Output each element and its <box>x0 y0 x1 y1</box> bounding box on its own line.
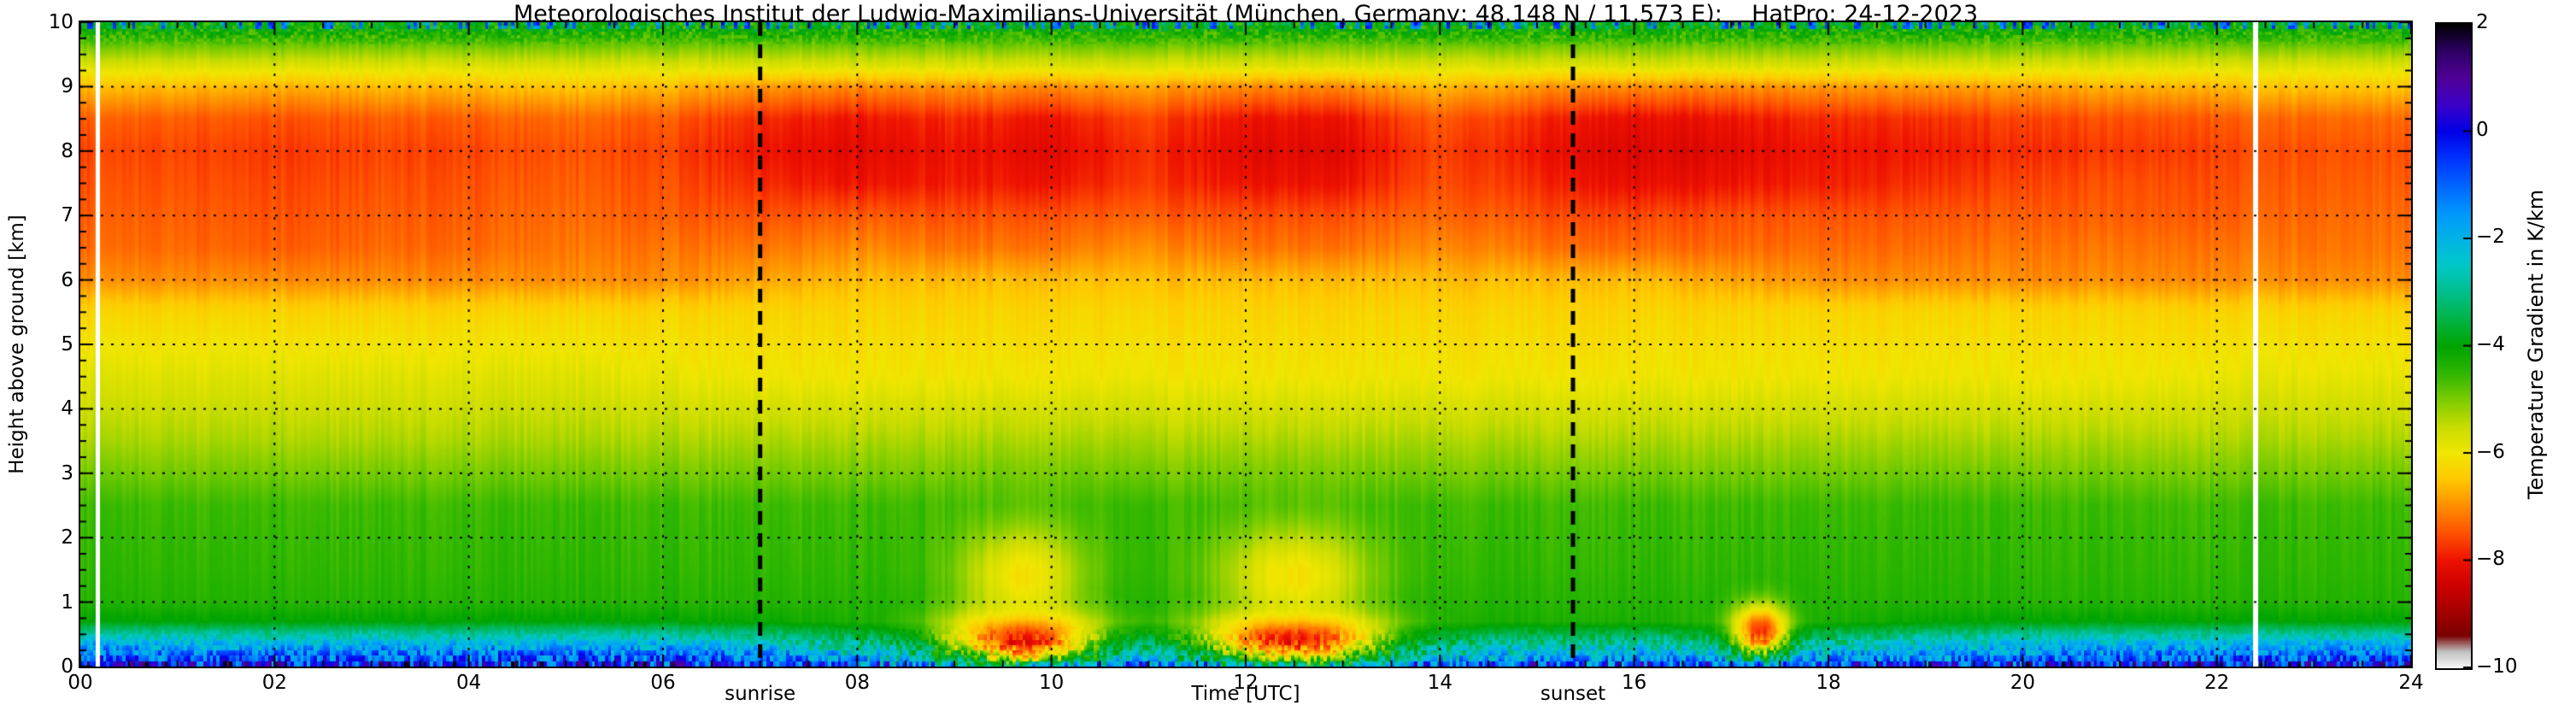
colorbar-tick-label: 0 <box>2476 118 2489 141</box>
x-tick-label: 22 <box>2204 672 2230 694</box>
y-tick-label: 2 <box>61 526 73 549</box>
x-tick-label: 04 <box>456 672 482 694</box>
y-axis-label: Height above ground [km] <box>6 214 28 474</box>
y-tick-label: 10 <box>48 11 73 33</box>
x-tick-label: 06 <box>650 672 676 694</box>
x-tick-label: 10 <box>1039 672 1065 694</box>
colorbar-tick-label: −8 <box>2476 548 2505 571</box>
y-tick-label: 8 <box>61 139 73 162</box>
colorbar-tick-label: −6 <box>2476 440 2505 463</box>
y-tick-label: 3 <box>61 461 73 485</box>
x-tick-label: 20 <box>2010 672 2035 694</box>
y-tick-label: 0 <box>61 655 73 678</box>
y-tick-label: 7 <box>61 204 73 227</box>
x-tick-label: 08 <box>844 672 870 694</box>
x-tick-label: 12 <box>1233 672 1259 694</box>
plot-grid-overlay <box>80 22 2411 667</box>
colorbar-tick-label: −10 <box>2476 655 2518 678</box>
sunset-annotation: sunset <box>1540 683 1606 705</box>
x-tick-label: 02 <box>261 672 287 694</box>
y-tick-label: 1 <box>61 590 73 614</box>
y-tick-label: 9 <box>61 75 73 98</box>
x-axis-label: Time [UTC] <box>1191 683 1300 705</box>
x-tick-label: 24 <box>2398 672 2424 694</box>
y-tick-label: 5 <box>61 333 73 355</box>
colorbar-tick-label: 2 <box>2476 11 2489 33</box>
y-tick-label: 6 <box>61 268 73 291</box>
x-tick-label: 00 <box>67 672 93 694</box>
x-tick-label: 18 <box>1816 672 1841 694</box>
sunrise-annotation: sunrise <box>725 683 796 705</box>
colorbar-tick-label: −4 <box>2476 333 2505 355</box>
x-tick-label: 14 <box>1427 672 1452 694</box>
colorbar <box>2435 22 2473 670</box>
y-tick-label: 4 <box>61 397 73 420</box>
colorbar-tick-label: −2 <box>2476 226 2505 249</box>
x-tick-label: 16 <box>1622 672 1647 694</box>
